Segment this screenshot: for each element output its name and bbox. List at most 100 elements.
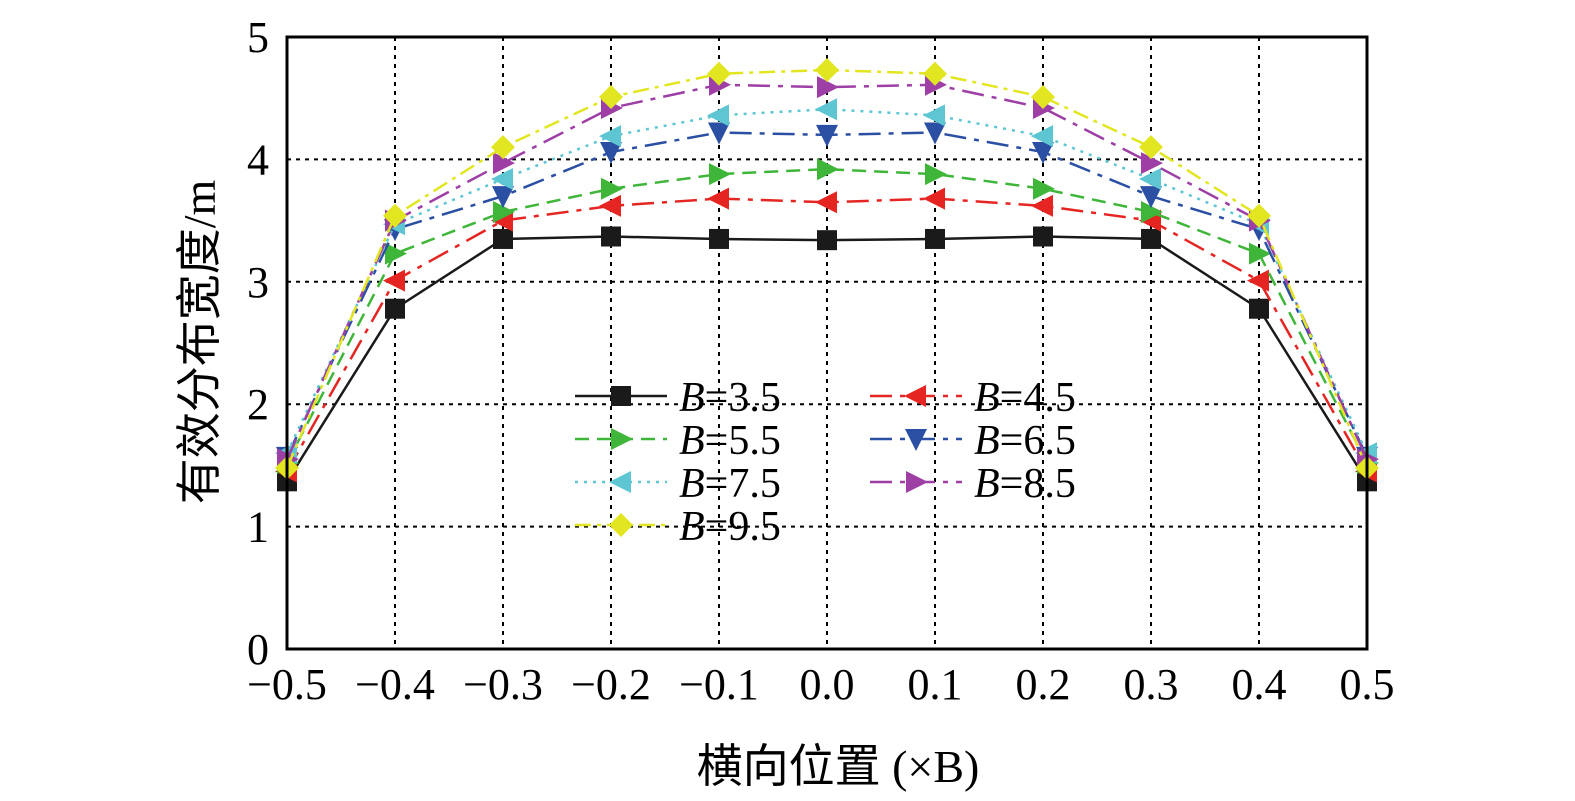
legend-label-val: =6.5: [1000, 418, 1076, 464]
legend-label-var: B: [974, 461, 1000, 507]
plot-frame: [285, 35, 1369, 651]
data-point-marker: [1140, 186, 1162, 209]
x-tick-label: −0.3: [463, 660, 543, 709]
data-point-marker: [816, 124, 838, 147]
y-axis-ticks: 0 1 2 3 4 5: [247, 13, 269, 674]
legend-label-var: B: [974, 375, 1000, 421]
legend-label: B=3.5: [679, 375, 781, 421]
x-tick-label: 0.2: [1016, 660, 1071, 709]
data-point-marker: [493, 152, 515, 175]
legend-label: B=8.5: [974, 461, 1076, 507]
y-tick-label: 3: [247, 258, 269, 307]
data-point-marker: [1031, 84, 1055, 109]
data-point-marker: [1141, 201, 1163, 224]
legend-label-var: B: [679, 461, 705, 507]
data-point-marker: [383, 203, 407, 228]
legend-marker: [609, 471, 631, 493]
x-tick-label: 0.0: [800, 660, 855, 709]
data-point-marker: [709, 228, 729, 249]
data-point-marker: [493, 228, 513, 249]
legend-item: B=9.5: [575, 504, 781, 550]
data-point-marker: [1249, 242, 1271, 265]
legend-item: B=6.5: [870, 418, 1076, 464]
legend-marker: [905, 429, 927, 451]
legend-item: B=4.5: [870, 375, 1076, 421]
data-point-marker: [923, 61, 947, 86]
data-point-marker: [925, 163, 947, 186]
x-tick-label: 0.4: [1232, 660, 1287, 709]
data-point-marker: [1141, 152, 1163, 175]
legend-marker: [611, 428, 633, 450]
data-point-marker: [599, 194, 621, 217]
data-point-marker: [707, 61, 731, 86]
data-point-marker: [1141, 228, 1161, 249]
data-point-marker: [707, 104, 729, 127]
y-tick-label: 2: [247, 380, 269, 429]
data-point-marker: [383, 269, 405, 292]
data-point-marker: [1249, 298, 1269, 319]
x-tick-label: 0.5: [1340, 660, 1395, 709]
data-point-marker: [817, 158, 839, 181]
legend-item: B=3.5: [575, 375, 781, 421]
data-point-marker: [385, 298, 405, 319]
data-point-marker: [492, 186, 514, 209]
data-point-marker: [707, 187, 729, 210]
y-axis-title: 有效分布宽度/m: [174, 180, 225, 505]
data-point-marker: [708, 122, 730, 145]
legend-label-var: B: [974, 418, 1000, 464]
legend-label-val: =9.5: [705, 504, 781, 550]
y-tick-label: 1: [247, 503, 269, 552]
legend-label-val: =3.5: [705, 375, 781, 421]
legend-marker: [609, 513, 633, 537]
legend-label-var: B: [679, 504, 705, 550]
data-point-marker: [817, 230, 837, 251]
data-point-marker: [1247, 203, 1271, 228]
legend-label: B=6.5: [974, 418, 1076, 464]
series-line: [285, 167, 1369, 464]
data-point-marker: [385, 242, 407, 265]
y-tick-label: 5: [247, 13, 269, 62]
data-point-marker: [600, 142, 622, 165]
x-tick-label: −0.2: [571, 660, 651, 709]
data-point-marker: [1247, 269, 1269, 292]
data-point-marker: [925, 228, 945, 249]
data-point-marker: [1032, 142, 1054, 165]
data-point-marker: [924, 122, 946, 145]
legend: B=3.5 B=4.5B=5.5 B=6.5B=7.5 B=8.5B=9.5: [575, 375, 1076, 550]
legend-label-var: B: [679, 418, 705, 464]
data-point-marker: [815, 98, 837, 121]
data-point-marker: [1031, 125, 1053, 148]
x-tick-label: 0.1: [908, 660, 963, 709]
data-point-marker: [493, 201, 515, 224]
data-point-marker: [601, 226, 621, 247]
data-point-marker: [491, 167, 513, 190]
legend-label-val: =5.5: [705, 418, 781, 464]
data-point-marker: [1139, 167, 1161, 190]
data-point-marker: [1033, 226, 1053, 247]
legend-marker: [906, 471, 928, 493]
data-point-marker: [923, 104, 945, 127]
data-point-marker: [599, 125, 621, 148]
data-point-marker: [817, 76, 839, 99]
data-point-marker: [709, 163, 731, 186]
legend-label-val: =7.5: [705, 461, 781, 507]
data-point-marker: [491, 135, 515, 160]
legend-label-val: =8.5: [1000, 461, 1076, 507]
legend-label-val: =4.5: [1000, 375, 1076, 421]
data-point-marker: [599, 84, 623, 109]
legend-item: B=5.5: [575, 418, 781, 464]
legend-item: B=7.5: [575, 461, 781, 507]
x-tick-label: −0.5: [247, 660, 327, 709]
data-point-marker: [601, 177, 623, 200]
x-tick-label: −0.4: [355, 660, 435, 709]
series-line: [285, 197, 1369, 473]
data-point-marker: [815, 58, 839, 83]
data-point-marker: [923, 187, 945, 210]
data-point-marker: [815, 191, 837, 214]
x-tick-label: 0.3: [1124, 660, 1179, 709]
x-tick-label: −0.1: [679, 660, 759, 709]
y-tick-label: 0: [247, 625, 269, 674]
x-axis-title: 横向位置 (×B): [697, 741, 980, 792]
legend-label: B=7.5: [679, 461, 781, 507]
